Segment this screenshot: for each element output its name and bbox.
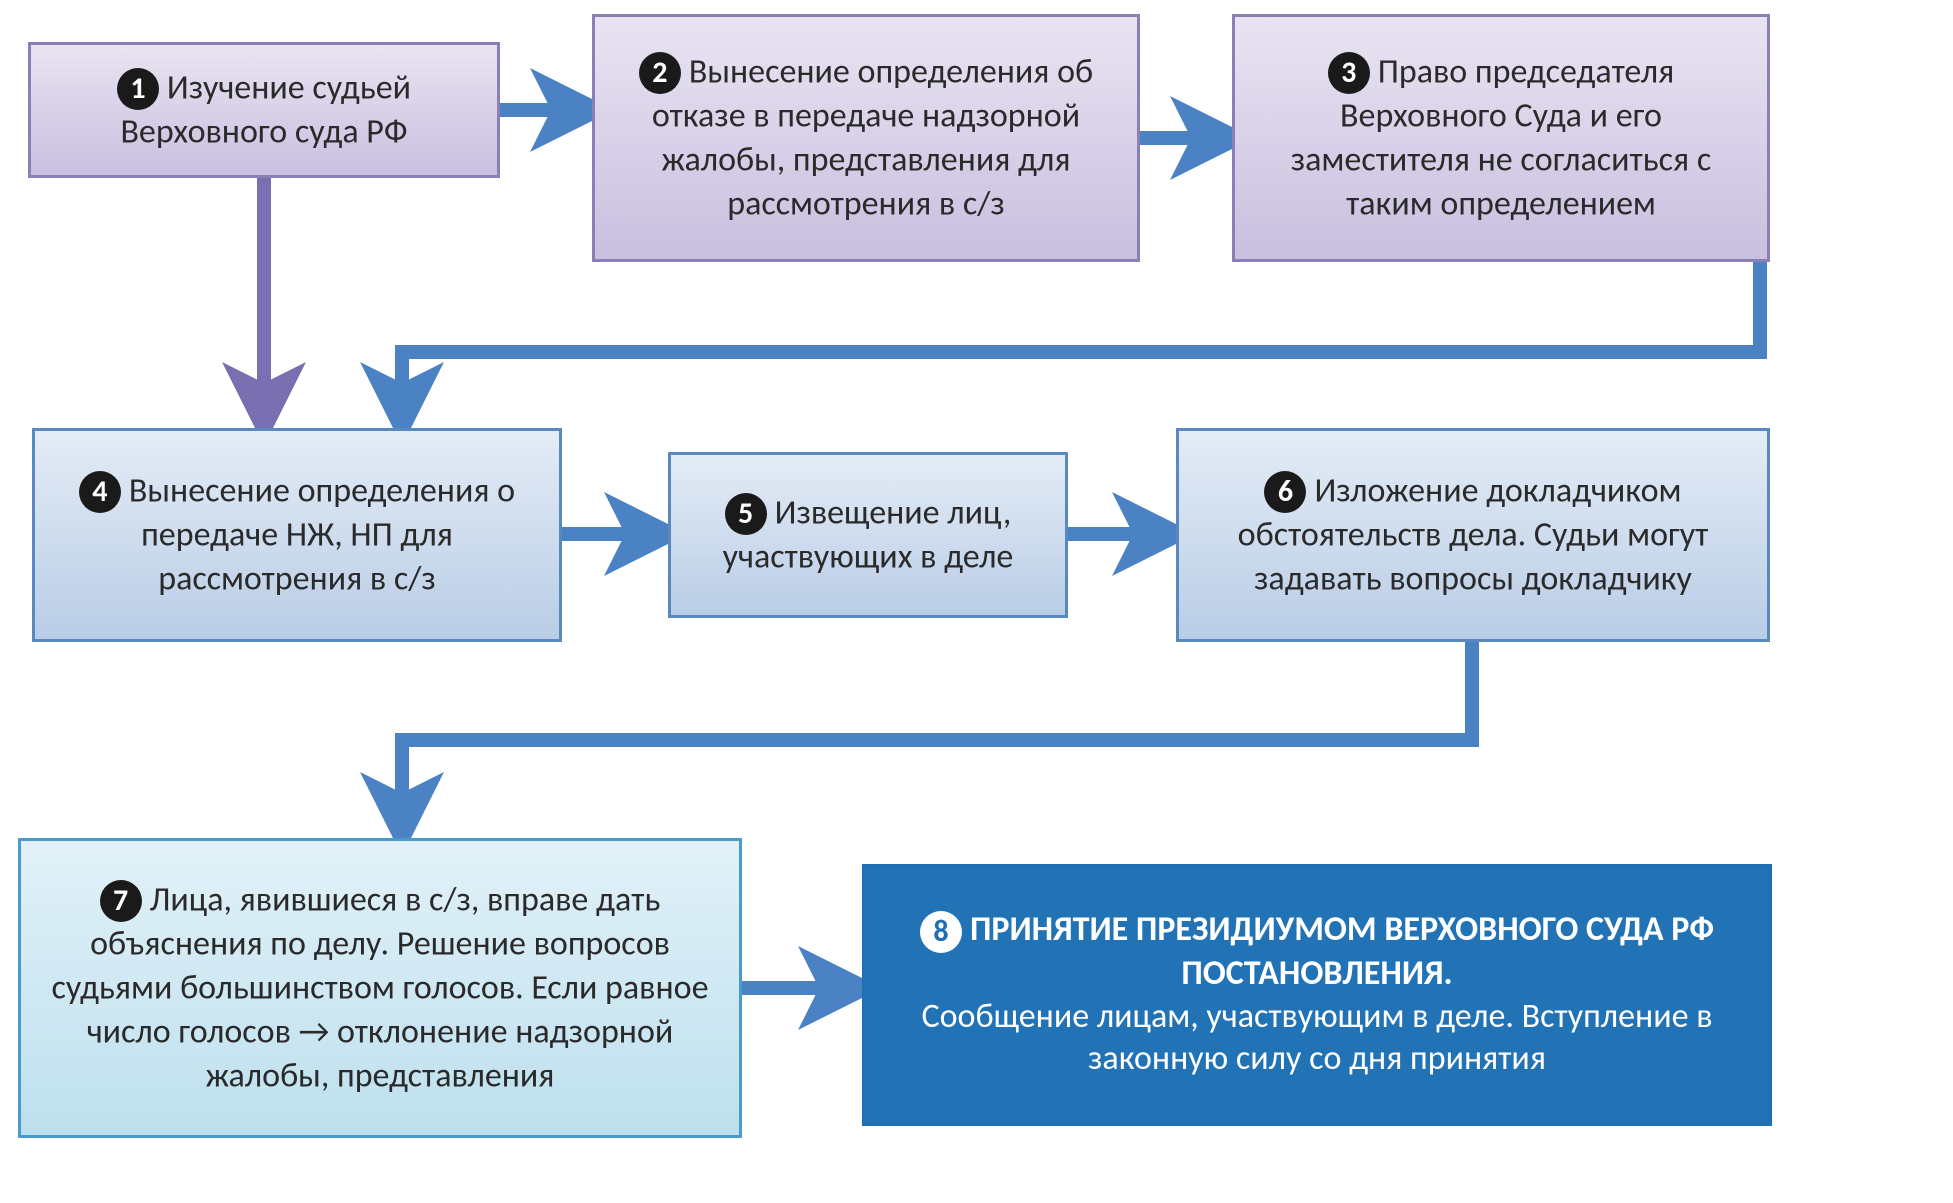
node-content: 6Изложение докладчиком обстоятельств дел…	[1197, 469, 1749, 601]
node-n6: 6Изложение докладчиком обстоятельств дел…	[1176, 428, 1770, 642]
node-n7: 7Лица, явившиеся в с/з, вправе дать объя…	[18, 838, 742, 1138]
arrow-a67	[402, 642, 1472, 828]
node-content: 8ПРИНЯТИЕ ПРЕЗИДИУМОМ ВЕРХОВНОГО СУДА РФ…	[883, 909, 1751, 1080]
step-badge: 1	[117, 68, 159, 110]
node-content: 2Вынесение определения об отказе в перед…	[613, 50, 1119, 227]
node-content: 3Право председателя Верховного Суда и ег…	[1253, 50, 1749, 227]
node-content: 7Лица, явившиеся в с/з, вправе дать объя…	[39, 878, 721, 1099]
step-badge: 6	[1264, 471, 1306, 513]
flowchart-canvas: 1Изучение судьей Верховного суда РФ2Выне…	[0, 0, 1953, 1203]
step-badge: 3	[1328, 52, 1370, 94]
node-text-rest: Сообщение лицам, участвующим в деле. Вст…	[921, 996, 1712, 1080]
step-badge: 4	[79, 471, 121, 513]
node-n3: 3Право председателя Верховного Суда и ег…	[1232, 14, 1770, 262]
node-text: Извещение лиц, участвующих в деле	[723, 493, 1014, 578]
node-text: Лица, явившиеся в с/з, вправе дать объяс…	[51, 879, 708, 1097]
node-n4: 4Вынесение определения о передаче НЖ, НП…	[32, 428, 562, 642]
step-badge: 8	[920, 911, 962, 953]
node-n8: 8ПРИНЯТИЕ ПРЕЗИДИУМОМ ВЕРХОВНОГО СУДА РФ…	[862, 864, 1772, 1126]
node-content: 5Извещение лиц, участвующих в деле	[689, 491, 1047, 579]
node-n5: 5Извещение лиц, участвующих в деле	[668, 452, 1068, 618]
step-badge: 7	[100, 880, 142, 922]
node-content: 1Изучение судьей Верховного суда РФ	[49, 66, 479, 154]
node-text: Вынесение определения об отказе в переда…	[652, 51, 1093, 224]
step-badge: 5	[725, 493, 767, 535]
node-n2: 2Вынесение определения об отказе в перед…	[592, 14, 1140, 262]
node-n1: 1Изучение судьей Верховного суда РФ	[28, 42, 500, 178]
node-text: Изложение докладчиком обстоятельств дела…	[1238, 470, 1709, 599]
step-badge: 2	[639, 52, 681, 94]
arrow-a34	[402, 262, 1760, 418]
node-text: Вынесение определения о передаче НЖ, НП …	[129, 470, 515, 599]
node-content: 4Вынесение определения о передаче НЖ, НП…	[53, 469, 541, 601]
node-text: Изучение судьей Верховного суда РФ	[120, 68, 411, 153]
node-text-bold: ПРИНЯТИЕ ПРЕЗИДИУМОМ ВЕРХОВНОГО СУДА РФ …	[970, 909, 1714, 994]
